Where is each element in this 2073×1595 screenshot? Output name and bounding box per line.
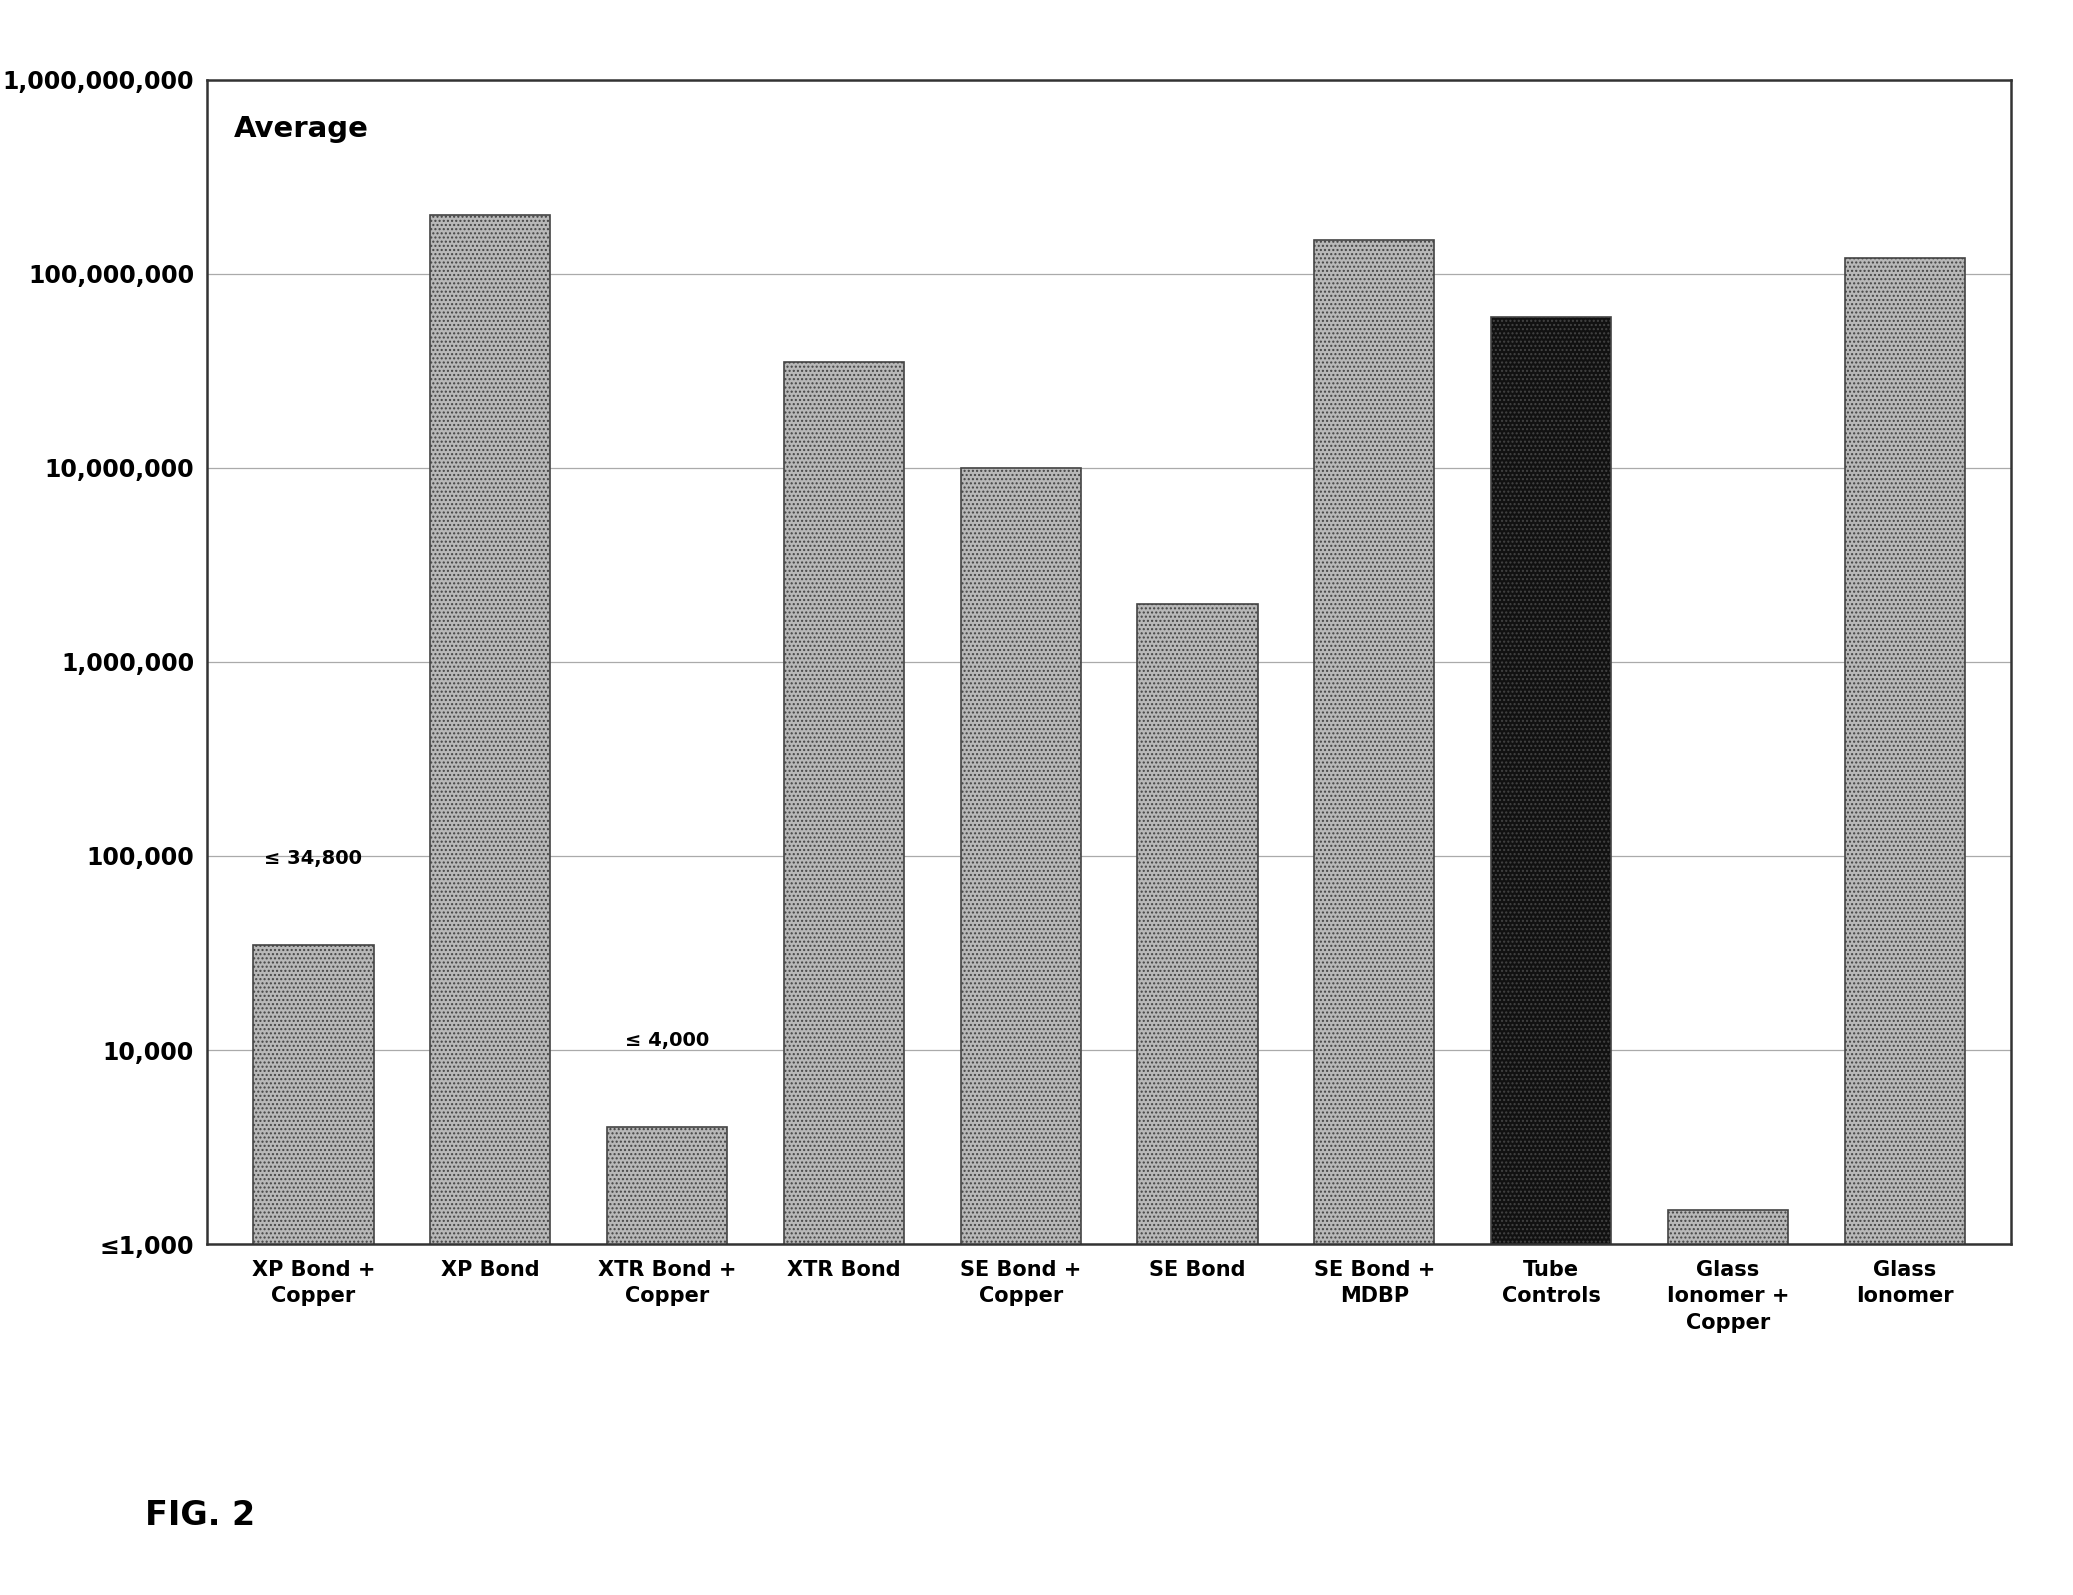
Bar <box>960 467 1080 1595</box>
Bar <box>1490 317 1611 1595</box>
Bar <box>429 215 549 1595</box>
Bar <box>607 1128 728 1595</box>
Bar <box>253 944 373 1595</box>
Bar <box>1845 258 1965 1595</box>
Text: ≤ 34,800: ≤ 34,800 <box>265 849 363 868</box>
Bar <box>1669 1211 1789 1595</box>
Bar <box>784 362 904 1595</box>
Text: Average: Average <box>234 115 369 142</box>
Text: FIG. 2: FIG. 2 <box>145 1499 255 1533</box>
Text: ≤ 4,000: ≤ 4,000 <box>624 1030 709 1050</box>
Bar <box>1138 603 1258 1595</box>
Bar <box>1314 239 1435 1595</box>
